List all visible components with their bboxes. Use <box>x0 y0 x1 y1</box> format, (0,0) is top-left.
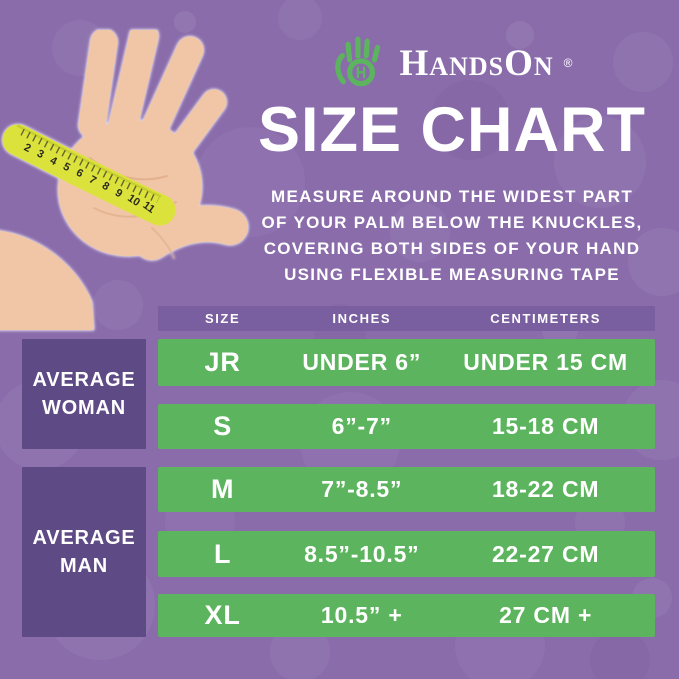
measure-instructions: MEASURE AROUND THE WIDEST PART OF YOUR P… <box>237 184 667 288</box>
column-header-centimeters: CENTIMETERS <box>490 311 602 326</box>
centimeters-cell: UNDER 15 CM <box>463 349 628 375</box>
column-header-inches: INCHES <box>332 311 392 326</box>
column-header-size: SIZE <box>204 311 241 326</box>
table-row-xl: XL 10.5” + 27 CM + <box>158 594 655 637</box>
table-header-row: SIZE INCHES CENTIMETERS <box>158 306 655 331</box>
instruction-line: OF YOUR PALM BELOW THE KNUCKLES, <box>261 213 643 232</box>
group-label-line: MAN <box>60 555 108 577</box>
table-row-m: M 7”-8.5” 18-22 CM <box>158 467 655 512</box>
registered-trademark: ® <box>563 56 573 70</box>
svg-text:4: 4 <box>48 155 60 169</box>
centimeters-cell: 27 CM + <box>499 602 593 628</box>
svg-text:7: 7 <box>87 174 98 187</box>
svg-text:8: 8 <box>100 180 112 193</box>
instruction-line: MEASURE AROUND THE WIDEST PART <box>271 187 633 206</box>
centimeters-cell: 15-18 CM <box>491 413 600 439</box>
svg-text:6: 6 <box>74 167 85 180</box>
group-label-line: WOMAN <box>42 397 126 419</box>
size-cell: S <box>213 411 233 441</box>
inches-cell: 6”-7” <box>331 413 392 439</box>
instruction-line: USING FLEXIBLE MEASURING TAPE <box>284 265 620 284</box>
tape-numbers: 2 3 4 5 6 7 8 9 10 11 <box>22 142 157 216</box>
size-cell: JR <box>204 347 241 377</box>
inches-cell: 8.5”-10.5” <box>304 540 420 567</box>
svg-text:3: 3 <box>35 148 46 161</box>
page-title: SIZE CHART <box>258 95 646 165</box>
table-row-jr: JR UNDER 6” UNDER 15 CM <box>158 339 655 386</box>
svg-text:5: 5 <box>61 161 72 174</box>
hand-with-tape-illustration: 2 3 4 5 6 7 8 9 10 11 <box>0 30 248 330</box>
inches-cell: 7”-8.5” <box>321 476 403 502</box>
size-cell: L <box>213 538 232 569</box>
group-label-average-woman: AVERAGE WOMAN <box>22 339 146 449</box>
group-label-line: AVERAGE <box>32 369 136 391</box>
size-cell: M <box>210 474 235 504</box>
size-cell: XL <box>204 600 241 630</box>
group-label-average-man: AVERAGE MAN <box>22 467 146 637</box>
instruction-line: COVERING BOTH SIDES OF YOUR HAND <box>263 239 641 258</box>
inches-cell: 10.5” + <box>320 602 403 628</box>
centimeters-cell: 22-27 CM <box>491 540 600 567</box>
brand-logo: HandsOn ® <box>235 32 669 94</box>
inches-cell: UNDER 6” <box>302 349 422 375</box>
svg-text:11: 11 <box>141 199 157 216</box>
svg-text:2: 2 <box>22 142 33 155</box>
hand-icon <box>334 36 380 87</box>
svg-text:9: 9 <box>113 187 125 200</box>
svg-text:10: 10 <box>125 192 142 209</box>
group-label-line: AVERAGE <box>32 527 136 549</box>
table-row-l: L 8.5”-10.5” 22-27 CM <box>158 531 655 577</box>
centimeters-cell: 18-22 CM <box>491 476 600 502</box>
brand-name: HandsOn <box>399 42 554 84</box>
table-row-s: S 6”-7” 15-18 CM <box>158 404 655 449</box>
